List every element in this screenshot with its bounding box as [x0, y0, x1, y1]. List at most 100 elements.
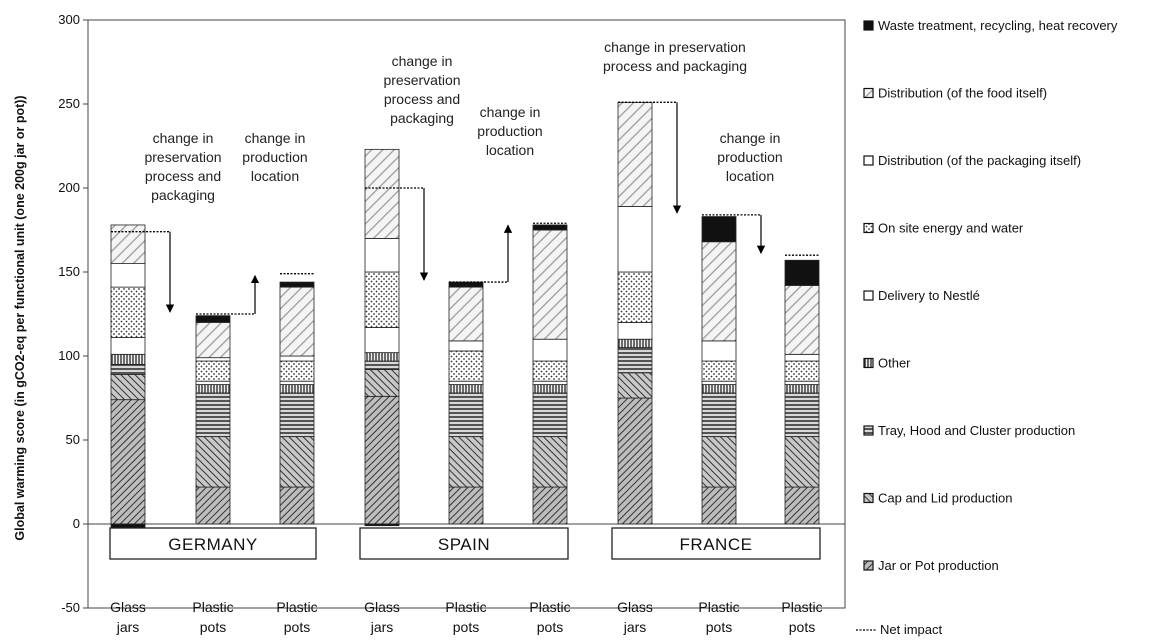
- bar-segment: [701, 486, 737, 525]
- bar-stack: [784, 259, 820, 525]
- bar-segment: [364, 271, 400, 328]
- legend-label: Delivery to Nestlé: [878, 288, 980, 303]
- bar-segment: [701, 340, 737, 362]
- bar-segment: [784, 360, 820, 382]
- y-tick-label: 100: [58, 348, 80, 363]
- bar-segment: [784, 380, 820, 385]
- bar-segment: [532, 380, 568, 385]
- bar-segment: [784, 392, 820, 438]
- group-label: GERMANY: [168, 535, 257, 554]
- x-tick-label: Plastic pots: [781, 599, 822, 635]
- legend-label: Waste treatment, recycling, heat recover…: [878, 18, 1118, 33]
- bar-segment: [279, 286, 315, 357]
- legend-swatch: [863, 492, 874, 504]
- bar-segment: [364, 327, 400, 354]
- bar-segment: [532, 360, 568, 382]
- bar-segment: [617, 101, 653, 207]
- bar-segment: [110, 224, 146, 265]
- bar-segment: [195, 357, 231, 362]
- annotation: change in preservation process and packagin…: [144, 130, 221, 203]
- bar-segment: [701, 216, 737, 243]
- bar-segment: [279, 360, 315, 382]
- legend-label: On site energy and water: [878, 221, 1024, 236]
- bar-segment: [701, 360, 737, 382]
- bar-segment: [701, 436, 737, 488]
- bar-segment: [784, 384, 820, 394]
- bar-segment: [195, 360, 231, 382]
- bar-stack: [364, 148, 400, 527]
- legend-swatch: [863, 560, 874, 571]
- legend-swatch: [863, 155, 874, 166]
- bar-segment: [617, 338, 653, 349]
- bar-segment: [448, 380, 484, 385]
- x-axis-category-labels: Glass jars Plastic pots Plastic pots Glass jars…: [110, 599, 823, 635]
- legend-swatch: [863, 87, 874, 99]
- bar-segment: [110, 337, 146, 355]
- y-tick-label: 150: [58, 264, 80, 279]
- bar-segment: [532, 486, 568, 525]
- bar-segment: [617, 347, 653, 374]
- bar-segment: [364, 369, 400, 397]
- bar-segment: [195, 315, 231, 323]
- bar-segment: [279, 384, 315, 394]
- bar-stack: [617, 101, 653, 525]
- bar-segment: [195, 392, 231, 438]
- bar-segment: [110, 363, 146, 375]
- annotation: change in production location: [242, 130, 307, 184]
- bar-segment: [532, 436, 568, 488]
- y-tick-label: 0: [73, 516, 80, 531]
- bar-segment: [195, 384, 231, 394]
- x-tick-label: Plastic pots: [698, 599, 739, 635]
- bar-stacks: [110, 101, 820, 530]
- bar-segment: [279, 281, 315, 288]
- legend-label: Jar or Pot production: [878, 558, 999, 573]
- bar-segment: [448, 436, 484, 488]
- y-tick-label: 50: [66, 432, 80, 447]
- country-group-labels: GERMANY SPAIN FRANCE: [109, 527, 821, 560]
- bar-segment: [448, 486, 484, 525]
- bar-segment: [195, 380, 231, 385]
- legend-swatch: [863, 290, 874, 301]
- bar-segment: [532, 229, 568, 340]
- bar-segment: [701, 384, 737, 394]
- bar-segment: [448, 281, 484, 288]
- bar-segment: [364, 395, 400, 525]
- bar-stack: [701, 216, 737, 525]
- bar-segment: [195, 436, 231, 488]
- bar-segment: [110, 399, 146, 525]
- y-tick-label: 300: [58, 12, 80, 27]
- bar-segment: [617, 372, 653, 399]
- bar-segment: [364, 523, 400, 527]
- y-axis-label: Global warming score (in gCO2-eq per fun…: [13, 95, 27, 540]
- bar-segment: [532, 392, 568, 438]
- group-box: [359, 527, 569, 560]
- legend-swatch: [863, 20, 874, 31]
- bar-segment: [784, 486, 820, 525]
- bar-segment: [448, 350, 484, 382]
- legend-label: Distribution (of the packaging itself): [878, 153, 1081, 168]
- bar-segment: [617, 206, 653, 273]
- bar-segment: [784, 436, 820, 488]
- group-label: SPAIN: [438, 535, 490, 554]
- x-tick-label: Glass jars: [364, 599, 400, 635]
- bar-segment: [279, 486, 315, 525]
- bar-segment: [617, 321, 653, 340]
- bar-segment: [617, 271, 653, 323]
- bar-segment: [279, 355, 315, 362]
- bar-segment: [784, 353, 820, 362]
- legend-label: Distribution (of the food itself): [878, 86, 1047, 101]
- bar-segment: [617, 397, 653, 525]
- bar-segment: [448, 286, 484, 342]
- bar-segment: [110, 374, 146, 401]
- bar-stack: [195, 315, 231, 525]
- x-tick-label: Plastic pots: [529, 599, 570, 635]
- bar-segment: [110, 263, 146, 288]
- net-impact-lines: [111, 101, 819, 315]
- annotation: change in preservation process and packag…: [603, 39, 747, 74]
- bar-segment: [364, 360, 400, 370]
- bar-segment: [195, 486, 231, 525]
- annotation: change in production location: [477, 104, 542, 158]
- bar-stack: [110, 224, 146, 530]
- group-label: FRANCE: [680, 535, 753, 554]
